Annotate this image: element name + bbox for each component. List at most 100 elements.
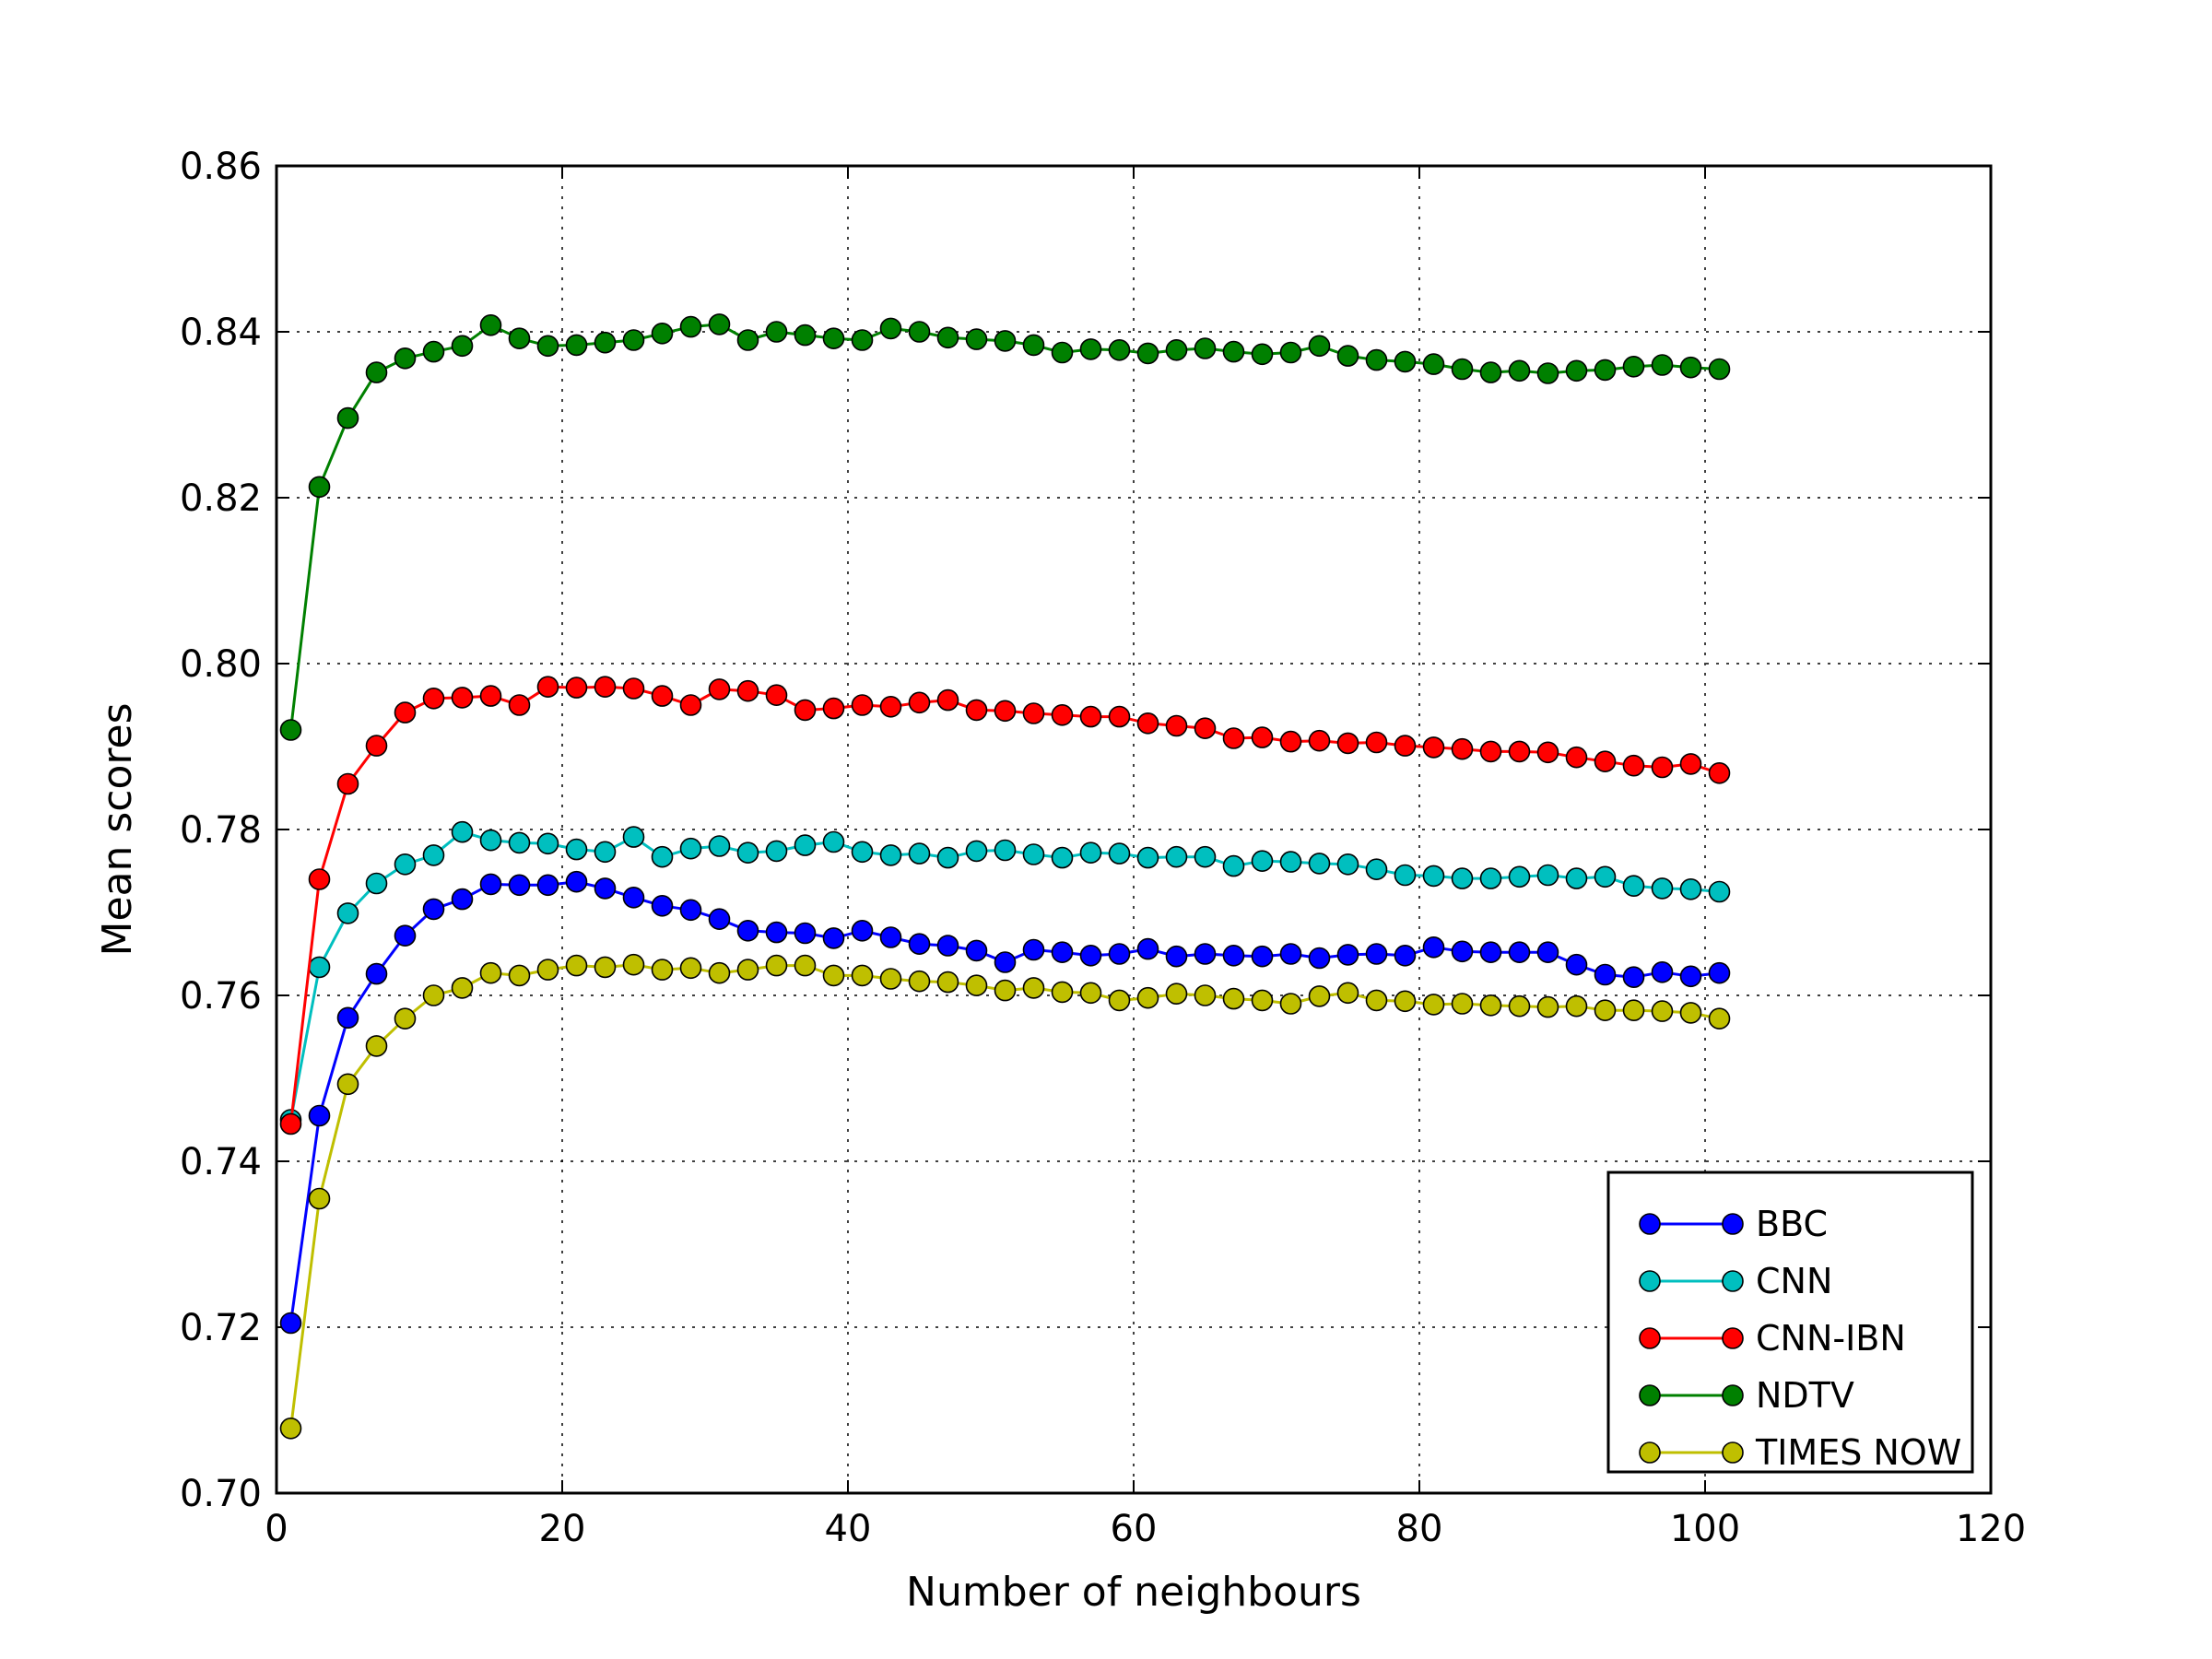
data-point-times-now — [965, 974, 988, 996]
data-point-bbc — [1251, 945, 1274, 968]
data-point-bbc — [1308, 947, 1331, 970]
data-point-bbc — [365, 962, 388, 985]
data-point-ndtv — [879, 317, 902, 340]
data-point-ndtv — [1022, 334, 1045, 357]
y-tick-label: 0.76 — [180, 975, 262, 1018]
y-tick-label: 0.78 — [180, 809, 262, 852]
data-point-ndtv — [822, 327, 845, 350]
data-point-ndtv — [1565, 359, 1588, 382]
data-point-times-now — [679, 957, 702, 980]
data-point-times-now — [1365, 989, 1388, 1012]
data-point-times-now — [1336, 982, 1359, 1005]
data-point-cnn-ibn — [1508, 740, 1531, 763]
data-point-bbc — [1194, 943, 1217, 965]
data-point-ndtv — [936, 326, 959, 349]
data-point-cnn-ibn — [451, 687, 474, 709]
data-point-ndtv — [908, 321, 931, 343]
data-point-ndtv — [736, 329, 759, 351]
legend-marker — [1639, 1213, 1661, 1235]
data-point-cnn-ibn — [365, 735, 388, 757]
data-point-cnn-ibn — [1051, 703, 1074, 726]
data-point-ndtv — [1365, 348, 1388, 371]
legend-marker — [1722, 1327, 1744, 1349]
data-point-ndtv — [708, 313, 731, 335]
data-point-bbc — [822, 927, 845, 949]
data-point-cnn — [622, 826, 645, 848]
series-ndtv — [279, 313, 1731, 741]
data-point-cnn-ibn — [679, 694, 702, 716]
data-point-cnn-ibn — [794, 699, 817, 722]
data-point-cnn — [1279, 851, 1302, 873]
data-point-cnn — [1079, 841, 1102, 865]
data-point-cnn-ibn — [1165, 714, 1188, 737]
data-point-cnn — [479, 829, 502, 852]
y-tick-label: 0.80 — [180, 643, 262, 686]
data-point-ndtv — [1165, 338, 1188, 361]
data-point-cnn — [451, 820, 474, 843]
data-point-bbc — [879, 926, 902, 948]
data-point-times-now — [1536, 995, 1559, 1018]
data-point-bbc — [1479, 941, 1502, 963]
data-point-ndtv — [1308, 335, 1331, 358]
data-point-times-now — [479, 961, 502, 984]
data-point-times-now — [1051, 981, 1074, 1004]
data-point-cnn — [1108, 842, 1131, 865]
data-point-bbc — [1165, 945, 1188, 968]
data-point-cnn-ibn — [594, 676, 617, 699]
data-point-times-now — [1679, 1002, 1702, 1024]
data-point-cnn — [1136, 846, 1159, 869]
data-point-bbc — [1336, 944, 1359, 966]
data-point-cnn — [508, 831, 531, 854]
legend-label: TIMES NOW — [1755, 1432, 1961, 1473]
data-point-cnn — [1394, 864, 1417, 887]
data-point-cnn — [565, 838, 588, 861]
data-point-cnn — [365, 872, 388, 895]
data-point-cnn — [736, 841, 759, 865]
data-point-times-now — [1451, 993, 1474, 1015]
data-point-cnn-ibn — [1079, 705, 1102, 728]
data-point-times-now — [651, 959, 674, 981]
data-point-bbc — [1622, 966, 1645, 988]
data-point-cnn-ibn — [422, 687, 445, 710]
data-point-times-now — [1079, 982, 1102, 1005]
data-point-cnn — [1622, 875, 1645, 898]
data-point-cnn — [336, 902, 359, 924]
data-point-times-now — [1251, 989, 1274, 1012]
data-point-cnn-ibn — [765, 684, 788, 707]
data-point-ndtv — [622, 329, 645, 351]
data-point-ndtv — [1136, 342, 1159, 365]
data-point-times-now — [1594, 999, 1617, 1021]
data-point-cnn-ibn — [1422, 736, 1445, 759]
data-point-cnn — [1165, 845, 1188, 868]
data-point-bbc — [1451, 940, 1474, 963]
data-point-cnn — [308, 956, 331, 979]
y-tick-label: 0.74 — [180, 1141, 262, 1183]
data-point-times-now — [1222, 987, 1245, 1010]
data-point-cnn — [1422, 865, 1445, 888]
data-point-cnn — [594, 841, 617, 864]
data-point-bbc — [508, 874, 531, 897]
data-point-ndtv — [1079, 338, 1102, 360]
data-point-cnn-ibn — [1594, 750, 1617, 773]
data-point-ndtv — [1422, 353, 1445, 375]
data-point-bbc — [1222, 945, 1245, 967]
legend-item-times-now: TIMES NOW — [1639, 1432, 1961, 1473]
data-point-bbc — [1394, 945, 1417, 967]
data-point-cnn-ibn — [908, 691, 931, 714]
data-point-bbc — [1508, 941, 1531, 963]
grid — [276, 166, 1991, 1493]
data-point-cnn — [1251, 850, 1274, 873]
data-point-ndtv — [1251, 343, 1274, 366]
data-point-ndtv — [508, 327, 531, 350]
x-tick-label: 120 — [1956, 1508, 2026, 1550]
series-times-now — [279, 953, 1731, 1440]
data-point-ndtv — [651, 322, 674, 345]
data-point-cnn-ibn — [1708, 761, 1731, 784]
data-point-ndtv — [565, 334, 588, 357]
data-point-cnn-ibn — [479, 685, 502, 707]
data-point-cnn-ibn — [651, 685, 674, 707]
data-point-bbc — [765, 921, 788, 944]
data-point-times-now — [1194, 984, 1217, 1006]
data-point-cnn-ibn — [965, 699, 988, 722]
